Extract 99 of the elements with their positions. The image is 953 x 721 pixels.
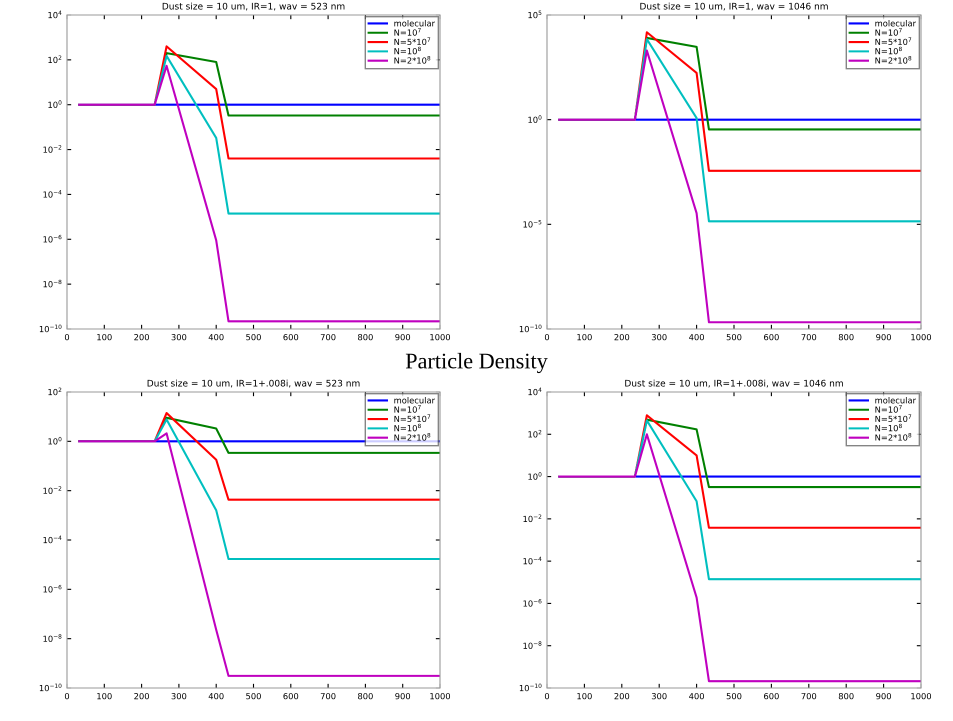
legend-label: N=10$^{7}$ — [875, 405, 902, 413]
legend-label: N=10$^{8}$ — [875, 424, 902, 432]
x-tick-label: 900 — [876, 334, 891, 340]
x-tick-label: 300 — [172, 693, 186, 700]
x-tick-label: 0 — [64, 334, 70, 340]
legend-label: N=10$^{8}$ — [394, 424, 421, 432]
y-tick-label: 10$^{−4}$ — [43, 190, 62, 198]
legend-label: N=2*10$^{8}$ — [875, 56, 912, 64]
x-tick-label: 1000 — [430, 334, 450, 340]
y-tick-label: 10$^{−6}$ — [43, 584, 62, 593]
x-tick-label: 200 — [134, 693, 149, 700]
x-tick-label: 800 — [838, 693, 854, 700]
y-tick-label: 10$^{0}$ — [528, 115, 542, 123]
legend-label: N=10$^{7}$ — [394, 405, 421, 413]
chart-title: Dust size = 10 um, IR=1+.008i, wav = 1046 nm — [625, 380, 843, 388]
legend-label: N=2*10$^{8}$ — [394, 56, 430, 64]
x-tick-label: 0 — [64, 693, 70, 700]
line-series — [78, 64, 440, 322]
y-tick-label: 10$^{−8}$ — [523, 641, 542, 649]
y-tick-label: 10$^{−10}$ — [520, 684, 542, 692]
x-tick-label: 900 — [395, 693, 410, 700]
x-tick-label: 800 — [358, 334, 373, 340]
y-tick-label: 10$^{−4}$ — [43, 536, 62, 544]
y-tick-label: 10$^{5}$ — [528, 10, 542, 18]
legend-label: molecular — [875, 397, 916, 404]
x-tick-label: 600 — [283, 693, 298, 700]
y-tick-label: 10$^{−8}$ — [43, 280, 62, 288]
y-tick-label: 10$^{−5}$ — [523, 220, 542, 228]
legend-label: N=2*10$^{8}$ — [394, 433, 430, 441]
x-tick-label: 200 — [614, 693, 630, 700]
x-tick-label: 700 — [320, 334, 336, 340]
x-tick-label: 900 — [876, 693, 891, 700]
x-tick-label: 0 — [544, 334, 550, 340]
y-tick-label: 10$^{−10}$ — [520, 324, 542, 332]
legend-label: molecular — [394, 397, 435, 404]
text: Particle Density — [406, 352, 548, 374]
y-tick-label: 10$^{−2}$ — [523, 514, 542, 522]
y-tick-label: 10$^{−6}$ — [523, 599, 542, 607]
y-tick-label: 10$^{2}$ — [48, 55, 62, 64]
x-tick-label: 900 — [395, 334, 410, 340]
y-tick-label: 10$^{4}$ — [528, 388, 542, 396]
y-tick-label: 10$^{2}$ — [528, 430, 542, 438]
x-tick-label: 800 — [838, 334, 854, 340]
x-tick-label: 500 — [726, 693, 742, 700]
y-tick-label: 10$^{−6}$ — [43, 234, 62, 243]
x-tick-label: 400 — [689, 693, 704, 700]
y-tick-label: 10$^{4}$ — [48, 10, 62, 18]
x-tick-label: 0 — [544, 693, 550, 700]
legend-label: N=5*10$^{7}$ — [394, 414, 430, 422]
x-tick-label: 100 — [577, 334, 592, 340]
legend-label: molecular — [394, 20, 435, 26]
legend-label: N=10$^{8}$ — [875, 46, 902, 54]
chart-title: Dust size = 10 um, IR=1+.008i, wav = 523 nm — [148, 380, 360, 388]
x-tick-label: 600 — [764, 693, 779, 700]
line-series — [78, 432, 440, 677]
line-series — [558, 433, 921, 682]
x-tick-label: 400 — [689, 334, 704, 340]
x-tick-label: 1000 — [430, 693, 450, 700]
y-tick-label: 10$^{2}$ — [48, 388, 62, 396]
legend-label: molecular — [875, 20, 916, 26]
y-tick-label: 10$^{−10}$ — [40, 324, 62, 332]
x-tick-label: 300 — [172, 334, 186, 340]
x-tick-label: 100 — [97, 693, 112, 700]
chart-title: Dust size = 10 um, IR=1, wav = 1046 nm — [640, 2, 828, 10]
legend-label: N=2*10$^{8}$ — [875, 433, 912, 441]
x-tick-label: 100 — [97, 334, 112, 340]
x-tick-label: 500 — [246, 334, 261, 340]
x-tick-label: 700 — [802, 693, 816, 700]
x-tick-label: 200 — [134, 334, 149, 340]
legend-label: N=10$^{7}$ — [875, 28, 902, 36]
x-tick-label: 300 — [652, 334, 667, 340]
chart-title: Dust size = 10 um, IR=1, wav = 523 nm — [162, 2, 344, 10]
y-tick-label: 10$^{0}$ — [48, 100, 62, 108]
legend-label: N=5*10$^{7}$ — [875, 414, 912, 422]
legend-label: N=10$^{7}$ — [394, 28, 421, 36]
x-tick-label: 700 — [320, 693, 336, 700]
x-tick-label: 400 — [208, 693, 224, 700]
x-tick-label: 500 — [246, 693, 261, 700]
x-tick-label: 800 — [358, 693, 373, 700]
x-tick-label: 700 — [802, 334, 816, 340]
x-tick-label: 400 — [208, 334, 224, 340]
y-tick-label: 10$^{−2}$ — [43, 486, 62, 494]
y-tick-label: 10$^{0}$ — [528, 472, 542, 480]
x-tick-label: 300 — [652, 693, 667, 700]
x-tick-label: 500 — [726, 334, 742, 340]
y-tick-label: 10$^{−10}$ — [40, 684, 62, 692]
x-tick-label: 100 — [577, 693, 592, 700]
y-tick-label: 10$^{−4}$ — [523, 556, 542, 564]
x-tick-label: 200 — [614, 334, 630, 340]
legend-label: N=5*10$^{7}$ — [875, 37, 912, 46]
legend-label: N=10$^{8}$ — [394, 46, 421, 54]
x-tick-label: 600 — [283, 334, 298, 340]
x-tick-label: 1000 — [911, 693, 932, 700]
x-tick-label: 1000 — [911, 334, 932, 340]
x-tick-label: 600 — [764, 334, 779, 340]
y-tick-label: 10$^{−8}$ — [43, 634, 62, 642]
y-tick-label: 10$^{0}$ — [48, 436, 62, 445]
y-tick-label: 10$^{−2}$ — [43, 145, 62, 153]
legend-label: N=5*10$^{7}$ — [394, 37, 430, 46]
